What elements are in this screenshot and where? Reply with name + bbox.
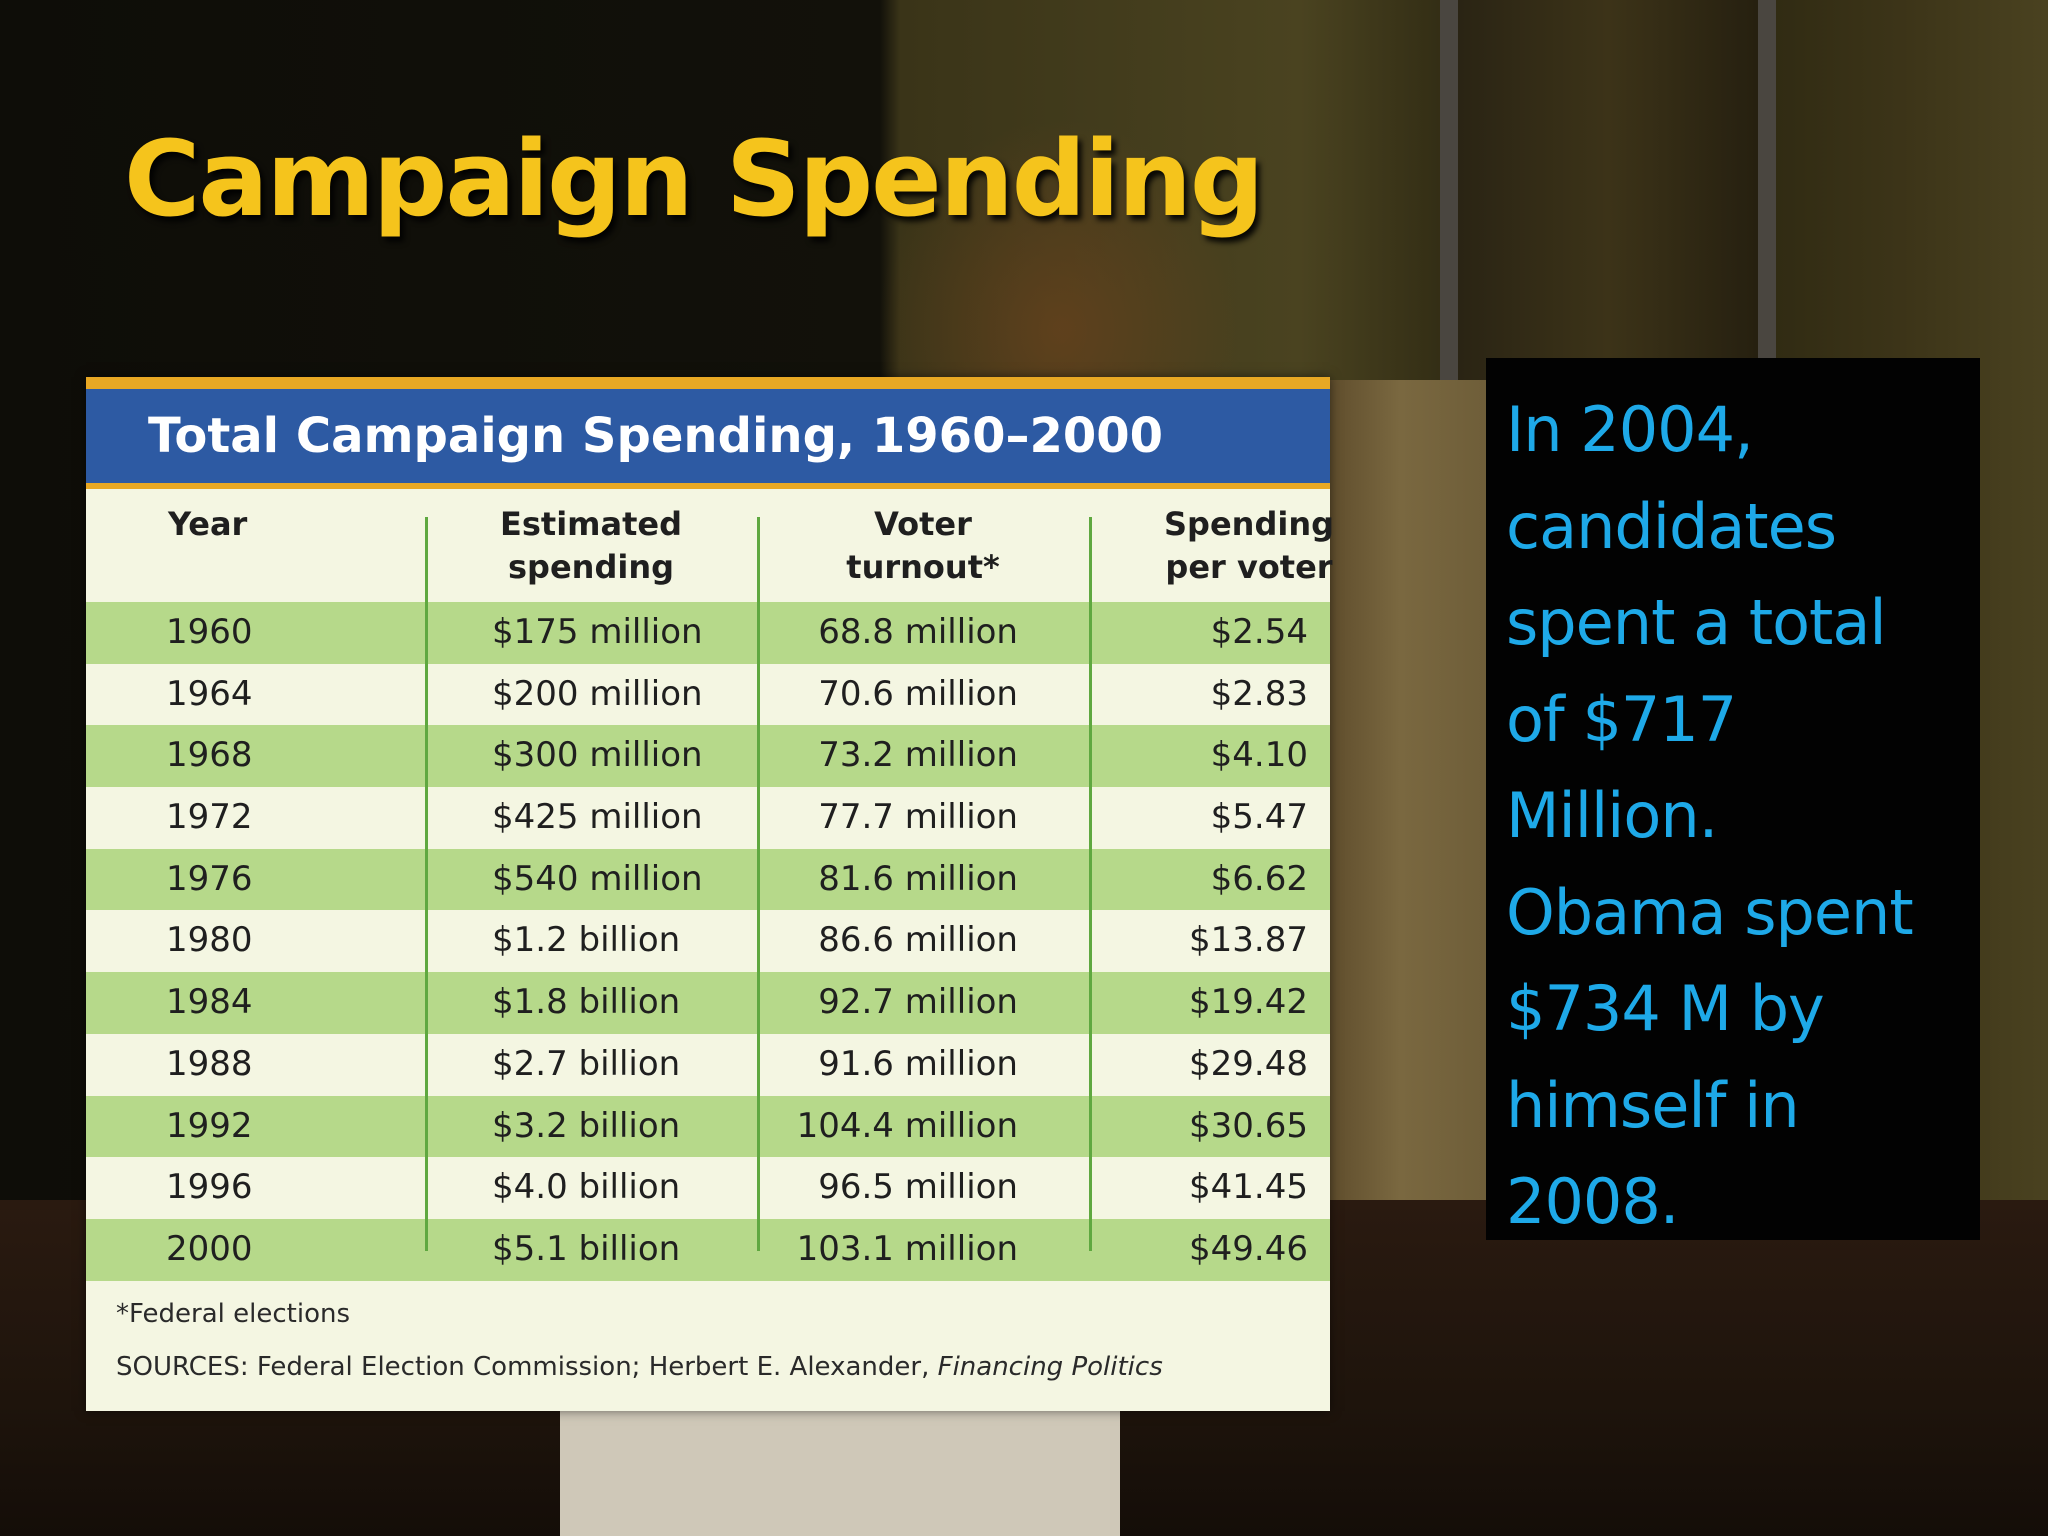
cell-turnout: 91.6 million (818, 1043, 1018, 1084)
cell-per-voter: $6.62 (1210, 858, 1308, 899)
table-row: 2000 $5.1 billion 103.1 million $49.46 (86, 1218, 1330, 1281)
cell-per-voter: $13.87 (1189, 920, 1308, 961)
cell-spending: $300 million (492, 735, 703, 776)
cell-per-voter: $2.54 (1210, 612, 1308, 652)
table-row: 1988 $2.7 billion 91.6 million $29.48 (86, 1033, 1330, 1096)
note-line: 2008. (1506, 1165, 1680, 1238)
note-line: himself in (1506, 1068, 1800, 1142)
cell-per-voter: $30.65 (1189, 1105, 1308, 1146)
note-panel: In 2004, candidates spent a total of $71… (1486, 358, 1980, 1240)
header-turnout: Voter turnout* (758, 489, 1088, 589)
table-row: 1996 $4.0 billion 96.5 million $41.45 (86, 1157, 1330, 1219)
cell-per-voter: $2.83 (1210, 673, 1308, 714)
cell-spending: $1.8 billion (492, 982, 681, 1023)
cell-spending: $2.7 billion (492, 1043, 681, 1084)
cell-year: 1960 (166, 612, 253, 652)
cell-turnout: 68.8 million (818, 612, 1018, 652)
cell-turnout: 103.1 million (796, 1228, 1018, 1269)
column-divider (1089, 517, 1092, 1251)
cell-turnout: 92.7 million (818, 982, 1018, 1023)
cell-turnout: 86.6 million (818, 920, 1018, 961)
note-text: In 2004, candidates spent a total of $71… (1506, 382, 2006, 1251)
header-year-label: Year (168, 505, 248, 543)
table-body: 1960 $175 million 68.8 million $2.54 196… (86, 602, 1330, 1281)
spending-table: Total Campaign Spending, 1960–2000 Year … (86, 377, 1334, 1411)
cell-spending: $4.0 billion (492, 1167, 681, 1208)
cell-spending: $200 million (492, 673, 703, 714)
cell-spending: $425 million (492, 797, 703, 838)
cell-per-voter: $29.48 (1189, 1043, 1308, 1084)
cell-per-voter: $5.47 (1210, 797, 1308, 838)
note-line: candidates (1506, 489, 1837, 563)
table-row: 1984 $1.8 billion 92.7 million $19.42 (86, 972, 1330, 1034)
cell-year: 2000 (166, 1228, 253, 1269)
header-spending: Estimated spending (426, 489, 756, 589)
slide-title: Campaign Spending (124, 118, 1264, 240)
cell-spending: $5.1 billion (492, 1228, 681, 1269)
note-line: $734 M by (1506, 972, 1825, 1045)
header-turnout-line2: turnout* (846, 548, 1000, 586)
cell-turnout: 70.6 million (818, 673, 1018, 714)
cell-year: 1980 (166, 920, 253, 961)
cell-year: 1968 (166, 735, 253, 776)
cell-per-voter: $4.10 (1210, 735, 1308, 776)
table-row: 1960 $175 million 68.8 million $2.54 (86, 602, 1330, 664)
cell-per-voter: $41.45 (1189, 1167, 1308, 1208)
table-footnote: *Federal elections (116, 1299, 350, 1329)
cell-spending: $1.2 billion (492, 920, 681, 961)
header-per-voter-line2: per voter (1165, 548, 1333, 586)
cell-turnout: 73.2 million (818, 735, 1018, 776)
table-row: 1968 $300 million 73.2 million $4.10 (86, 725, 1330, 788)
cell-spending: $540 million (492, 858, 703, 899)
cell-year: 1984 (166, 982, 253, 1023)
cell-turnout: 96.5 million (818, 1167, 1018, 1208)
cell-year: 1972 (166, 797, 253, 838)
sources-text: SOURCES: Federal Election Commission; He… (116, 1352, 938, 1382)
note-line: Obama spent (1506, 875, 1914, 949)
table-header-row: Year Estimated spending Voter turnout* S… (86, 489, 1334, 602)
column-divider (757, 517, 760, 1251)
header-spending-line1: Estimated (499, 505, 682, 543)
cell-per-voter: $49.46 (1189, 1228, 1308, 1269)
cell-turnout: 81.6 million (818, 858, 1018, 899)
header-spending-line2: spending (508, 548, 674, 586)
header-year: Year (168, 489, 328, 546)
cell-year: 1964 (166, 673, 253, 714)
table-row: 1972 $425 million 77.7 million $5.47 (86, 787, 1330, 849)
table-row: 1964 $200 million 70.6 million $2.83 (86, 663, 1330, 726)
note-line: Million. (1506, 779, 1718, 852)
background-door (1440, 0, 1776, 380)
cell-year: 1988 (166, 1043, 253, 1084)
cell-spending: $3.2 billion (492, 1105, 681, 1146)
cell-year: 1996 (166, 1167, 253, 1208)
cell-year: 1976 (166, 858, 253, 899)
cell-spending: $175 million (492, 612, 703, 652)
table-row: 1976 $540 million 81.6 million $6.62 (86, 848, 1330, 911)
sources-book-title: Financing Politics (937, 1352, 1163, 1382)
header-per-voter: Spending per voter (1090, 489, 1408, 589)
table-row: 1980 $1.2 billion 86.6 million $13.87 (86, 910, 1330, 973)
table-title: Total Campaign Spending, 1960–2000 (86, 377, 1330, 489)
note-line: spent a total (1506, 586, 1887, 659)
note-line: In 2004, (1506, 393, 1754, 466)
column-divider (425, 517, 428, 1251)
header-per-voter-line1: Spending (1164, 505, 1334, 543)
table-sources: SOURCES: Federal Election Commission; He… (116, 1352, 1163, 1382)
cell-year: 1992 (166, 1105, 253, 1146)
header-turnout-line1: Voter (874, 505, 972, 543)
note-line: of $717 (1506, 682, 1737, 756)
cell-turnout: 104.4 million (796, 1105, 1018, 1146)
cell-turnout: 77.7 million (818, 797, 1018, 838)
cell-per-voter: $19.42 (1189, 982, 1308, 1023)
table-row: 1992 $3.2 billion 104.4 million $30.65 (86, 1095, 1330, 1158)
